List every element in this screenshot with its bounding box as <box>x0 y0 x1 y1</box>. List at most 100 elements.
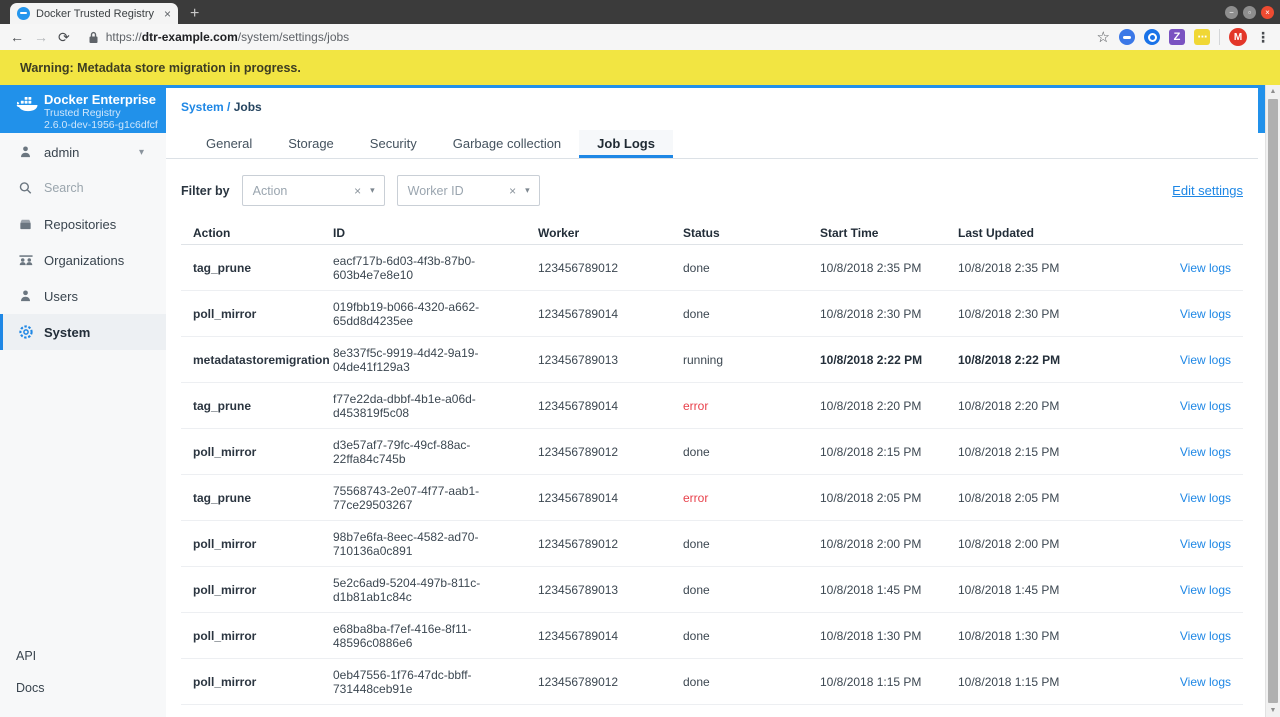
job-start-time: 10/8/2018 2:15 PM <box>820 444 922 459</box>
docker-whale-icon <box>16 96 38 112</box>
view-logs-link[interactable]: View logs <box>1179 628 1231 643</box>
extension-zotero-icon[interactable]: Z <box>1169 29 1185 45</box>
job-start-time: 10/8/2018 2:20 PM <box>820 398 922 413</box>
worker-filter-select[interactable]: Worker ID × ▾ <box>396 175 540 206</box>
sidebar: Docker Enterprise Trusted Registry 2.6.0… <box>0 85 166 717</box>
docker-favicon-icon <box>17 7 30 20</box>
scroll-down-icon[interactable]: ▼ <box>1269 707 1277 714</box>
view-logs-link[interactable]: View logs <box>1179 490 1231 505</box>
tab-garbage-collection[interactable]: Garbage collection <box>452 136 562 151</box>
job-last-updated: 10/8/2018 2:00 PM <box>958 536 1060 551</box>
sidebar-item-label: System <box>44 324 91 340</box>
url-path: /system/settings/jobs <box>237 30 350 44</box>
view-logs-link[interactable]: View logs <box>1179 260 1231 275</box>
sidebar-user-menu[interactable]: admin ▾ <box>0 134 166 170</box>
table-row: metadatastoremigration 8e337f5c-9919-4d4… <box>181 337 1243 383</box>
forward-icon[interactable]: → <box>34 29 48 45</box>
window-controls: − ▫ × <box>1225 0 1280 24</box>
view-logs-link[interactable]: View logs <box>1179 582 1231 597</box>
brand-subtitle: Trusted Registry <box>44 107 121 119</box>
extension-dots-icon[interactable]: ⋯ <box>1194 29 1210 45</box>
tab-close-icon[interactable]: × <box>163 6 171 21</box>
search-icon <box>18 181 33 196</box>
scroll-up-icon[interactable]: ▲ <box>1269 88 1277 95</box>
view-logs-link[interactable]: View logs <box>1179 398 1231 413</box>
col-status: Status <box>683 226 720 240</box>
sidebar-item-docs[interactable]: Docs <box>0 681 166 695</box>
overflow-menu-icon[interactable]: ⋮ <box>1256 29 1270 45</box>
edit-settings-link[interactable]: Edit settings <box>1172 183 1243 198</box>
job-action: poll_mirror <box>193 582 257 597</box>
sidebar-search[interactable]: Search <box>0 170 166 206</box>
brand-version: 2.6.0-dev-1956-g1c6dfcf <box>44 119 158 131</box>
settings-tabs: General Storage Security Garbage collect… <box>166 130 1258 159</box>
bookmark-star-icon[interactable]: ☆ <box>1096 28 1110 46</box>
sidebar-item-organizations[interactable]: Organizations <box>0 242 166 278</box>
breadcrumb-system[interactable]: System / <box>181 100 234 114</box>
clear-icon[interactable]: × <box>509 183 517 198</box>
job-id: 98b7e6fa-8eec-4582-ad70-710136a0c891 <box>333 529 479 558</box>
job-start-time: 10/8/2018 1:30 PM <box>820 628 922 643</box>
job-start-time: 10/8/2018 2:22 PM <box>820 352 923 367</box>
caret-down-icon[interactable]: ▾ <box>525 185 530 195</box>
scrollbar-thumb[interactable] <box>1268 99 1278 703</box>
job-id: f77e22da-dbbf-4b1e-a06d-d453819f5c08 <box>333 391 476 420</box>
view-logs-link[interactable]: View logs <box>1179 536 1231 551</box>
page-scrollbar[interactable]: ▲ ▼ <box>1265 85 1280 717</box>
view-logs-link[interactable]: View logs <box>1179 674 1231 689</box>
url-domain: dtr-example.com <box>141 30 238 44</box>
back-icon[interactable]: ← <box>10 29 24 45</box>
clear-icon[interactable]: × <box>354 183 362 198</box>
action-filter-select[interactable]: Action × ▾ <box>241 175 385 206</box>
sidebar-search-placeholder: Search <box>44 181 84 195</box>
col-action: Action <box>193 226 231 240</box>
job-id: 019fbb19-b066-4320-a662-65dd8d4235ee <box>333 299 480 328</box>
tab-job-logs[interactable]: Job Logs <box>579 130 673 158</box>
table-row: poll_mirror e68ba8ba-f7ef-416e-8f11-4859… <box>181 613 1243 659</box>
reload-icon[interactable]: ⟳ <box>58 29 70 45</box>
sidebar-item-api[interactable]: API <box>0 649 166 663</box>
browser-tab[interactable]: Docker Trusted Registry × <box>10 3 178 24</box>
window-close-button[interactable]: × <box>1261 5 1274 19</box>
warning-text: Warning: Metadata store migration in pro… <box>20 60 301 75</box>
job-worker: 123456789012 <box>538 536 619 551</box>
view-logs-link[interactable]: View logs <box>1179 306 1231 321</box>
sidebar-body: admin ▾ Search Repositories Organizatio <box>0 133 166 717</box>
sidebar-item-users[interactable]: Users <box>0 278 166 314</box>
window-minimize-button[interactable]: − <box>1225 5 1238 19</box>
system-gear-icon <box>18 324 34 340</box>
view-logs-link[interactable]: View logs <box>1179 444 1231 459</box>
window-maximize-button[interactable]: ▫ <box>1243 5 1256 19</box>
job-action: poll_mirror <box>193 674 257 689</box>
address-bar[interactable]: https://dtr-example.com/system/settings/… <box>80 30 1087 44</box>
caret-down-icon[interactable]: ▾ <box>370 185 375 195</box>
job-last-updated: 10/8/2018 2:22 PM <box>958 352 1061 367</box>
col-worker: Worker <box>538 226 580 240</box>
tab-storage[interactable]: Storage <box>288 136 334 151</box>
sidebar-item-system[interactable]: System <box>0 314 166 350</box>
brand-header: Docker Enterprise Trusted Registry 2.6.0… <box>0 85 166 133</box>
table-row: poll_mirror 98b7e6fa-8eec-4582-ad70-7101… <box>181 521 1243 567</box>
profile-avatar[interactable]: M <box>1229 28 1247 46</box>
tab-security[interactable]: Security <box>369 136 417 151</box>
job-worker: 123456789014 <box>538 628 619 643</box>
view-logs-link[interactable]: View logs <box>1179 352 1231 367</box>
job-action: tag_prune <box>193 398 252 413</box>
extension-ring-icon[interactable] <box>1144 29 1160 45</box>
job-start-time: 10/8/2018 1:15 PM <box>820 674 922 689</box>
new-tab-button[interactable]: + <box>190 5 200 22</box>
content-card: System / Jobs General Storage Security G… <box>166 88 1258 717</box>
job-worker: 123456789013 <box>538 582 619 597</box>
breadcrumb: System / Jobs <box>166 88 1258 118</box>
extension-pill-icon[interactable] <box>1119 29 1135 45</box>
job-last-updated: 10/8/2018 1:45 PM <box>958 582 1060 597</box>
job-id: d3e57af7-79fc-49cf-88ac-22ffa84c745b <box>333 437 471 466</box>
job-worker: 123456789012 <box>538 444 619 459</box>
col-last-updated: Last Updated <box>958 226 1035 240</box>
tab-general[interactable]: General <box>206 136 253 151</box>
job-action: tag_prune <box>193 490 252 505</box>
job-id: eacf717b-6d03-4f3b-87b0-603b4e7e8e10 <box>333 253 476 282</box>
worker-filter-placeholder: Worker ID <box>407 183 464 198</box>
job-status: done <box>683 674 710 689</box>
sidebar-item-repositories[interactable]: Repositories <box>0 206 166 242</box>
